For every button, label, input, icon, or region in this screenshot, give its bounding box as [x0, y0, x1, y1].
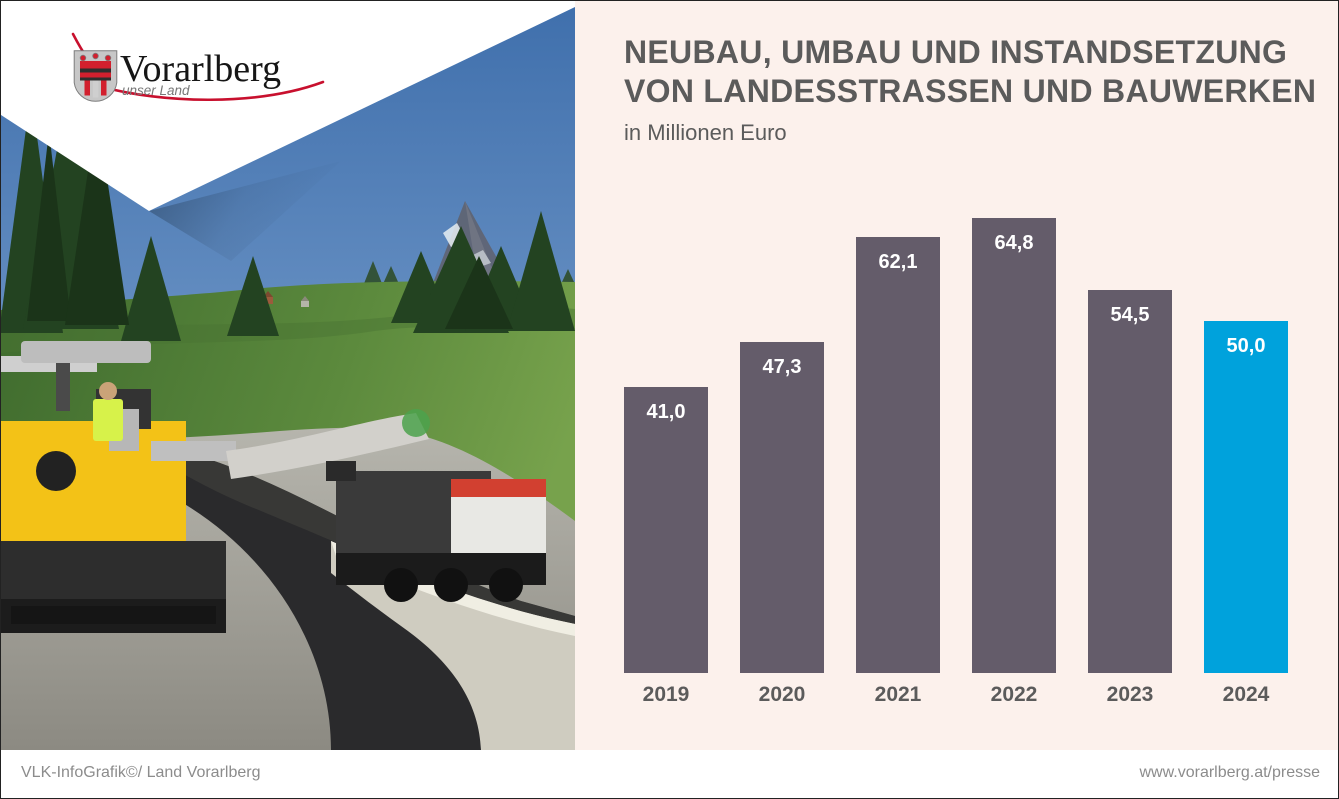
svg-text:unser Land: unser Land [122, 83, 190, 98]
